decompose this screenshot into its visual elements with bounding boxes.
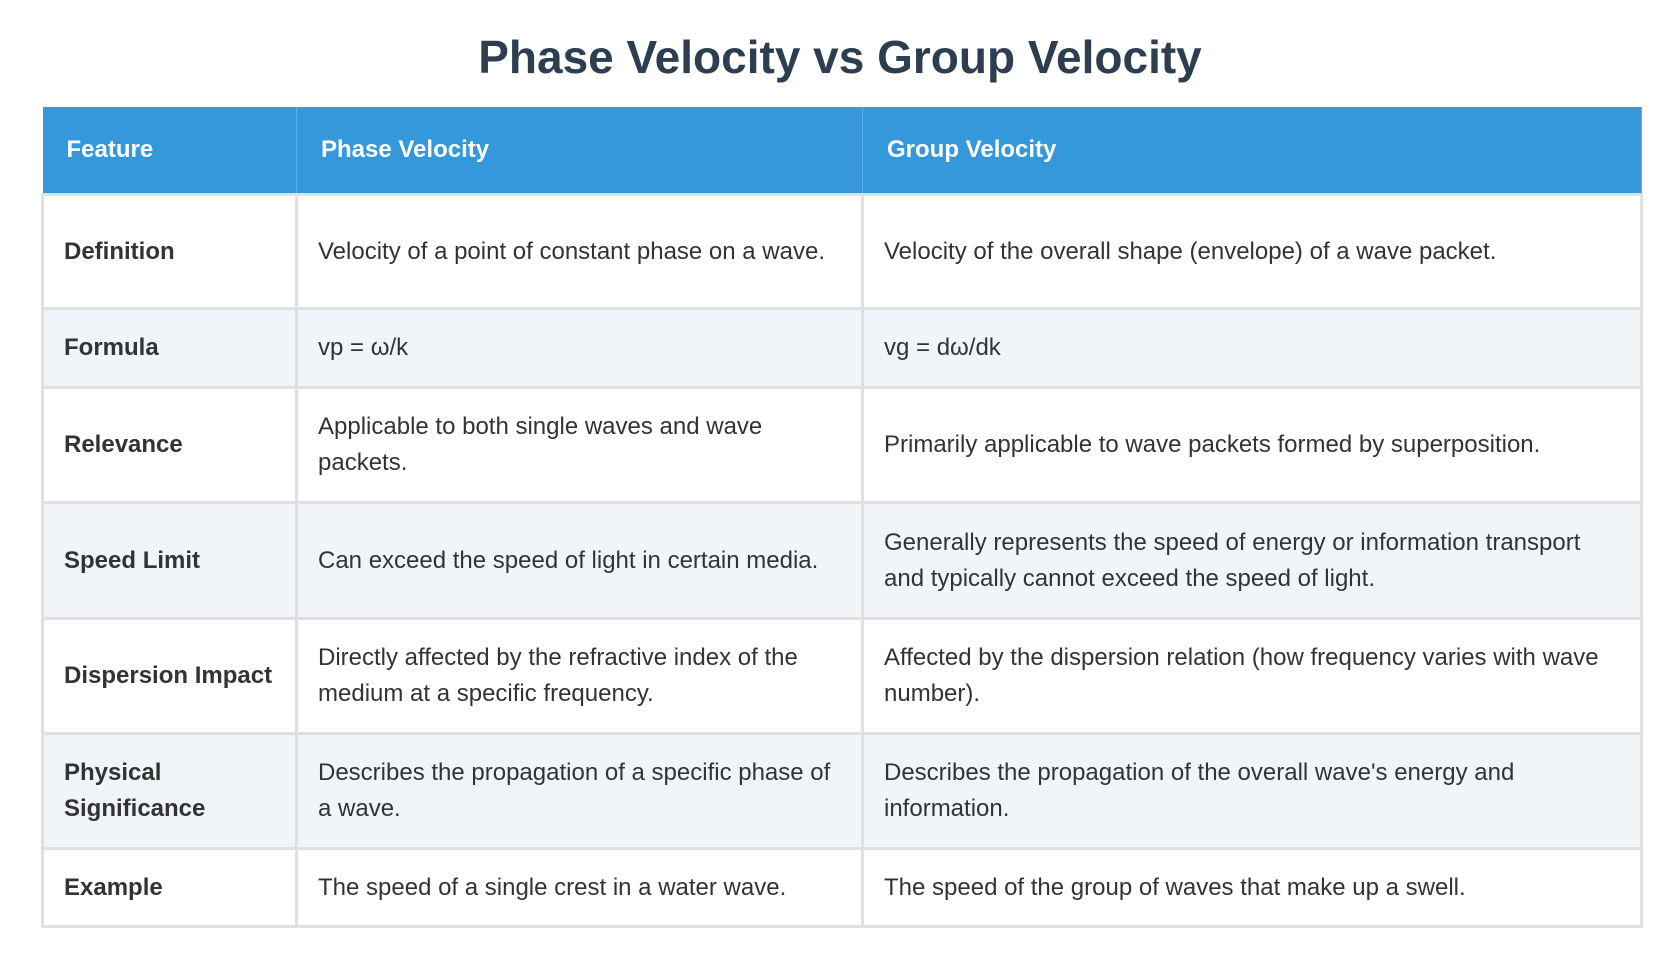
header-phase-velocity: Phase Velocity <box>296 107 863 195</box>
group-velocity-cell: Affected by the dispersion relation (how… <box>861 617 1643 735</box>
group-velocity-cell: Describes the propagation of the overall… <box>861 732 1643 850</box>
group-velocity-cell: The speed of the group of waves that mak… <box>861 847 1643 928</box>
comparison-table: Feature Phase Velocity Group Velocity De… <box>41 107 1643 928</box>
phase-velocity-cell: Applicable to both single waves and wave… <box>295 386 864 504</box>
header-group-velocity: Group Velocity <box>862 107 1642 195</box>
table-header-row: Feature Phase Velocity Group Velocity <box>42 107 1642 195</box>
feature-cell: Formula <box>41 307 298 389</box>
phase-velocity-cell: The speed of a single crest in a water w… <box>295 847 864 928</box>
table-row: Relevance Applicable to both single waves… <box>41 386 1643 504</box>
feature-cell: Speed Limit <box>41 501 298 620</box>
phase-velocity-cell: Velocity of a point of constant phase on… <box>295 193 864 310</box>
feature-cell: Dispersion Impact <box>41 617 298 735</box>
feature-cell: Physical Significance <box>41 732 298 850</box>
table-row: Speed Limit Can exceed the speed of light… <box>41 501 1643 620</box>
feature-cell: Definition <box>41 193 298 310</box>
group-velocity-cell: Velocity of the overall shape (envelope)… <box>861 193 1643 310</box>
phase-velocity-cell: Can exceed the speed of light in certain… <box>295 501 864 620</box>
group-velocity-cell: vg = dω/dk <box>861 307 1643 389</box>
table-row: Definition Velocity of a point of constan… <box>41 193 1643 310</box>
phase-velocity-cell: vp = ω/k <box>295 307 864 389</box>
phase-velocity-cell: Directly affected by the refractive inde… <box>295 617 864 735</box>
page-title: Phase Velocity vs Group Velocity <box>478 31 1202 83</box>
header-feature: Feature <box>42 107 297 195</box>
table-row: Example The speed of a single crest in a … <box>41 847 1643 928</box>
table-row: Physical Significance Describes the propa… <box>41 732 1643 850</box>
feature-cell: Example <box>41 847 298 928</box>
group-velocity-cell: Generally represents the speed of energy… <box>861 501 1643 620</box>
phase-velocity-cell: Describes the propagation of a specific … <box>295 732 864 850</box>
feature-cell: Relevance <box>41 386 298 504</box>
group-velocity-cell: Primarily applicable to wave packets for… <box>861 386 1643 504</box>
table-row: Dispersion Impact Directly affected by th… <box>41 617 1643 735</box>
table-row: Formula vp = ω/k vg = dω/dk <box>41 307 1643 389</box>
